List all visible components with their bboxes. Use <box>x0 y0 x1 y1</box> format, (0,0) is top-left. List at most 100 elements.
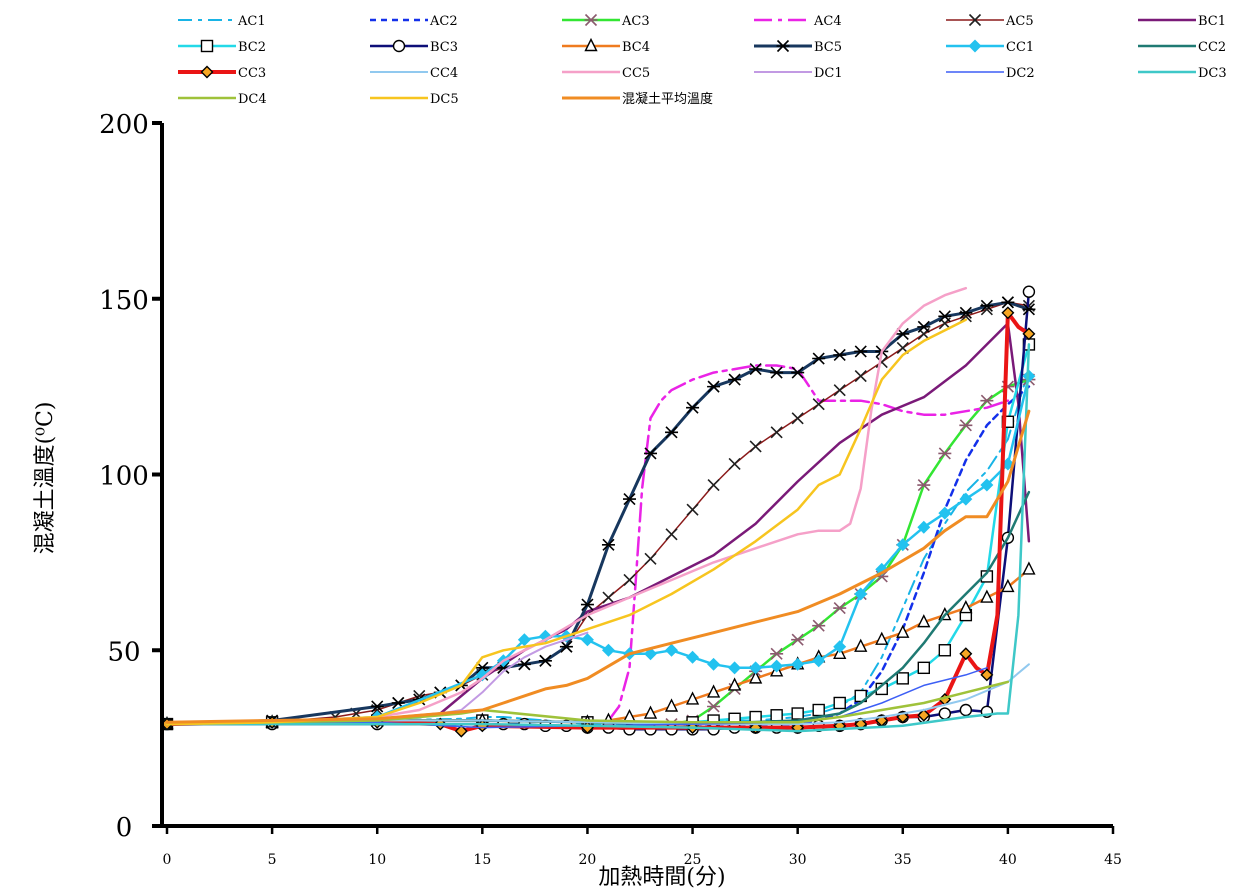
series-18 <box>165 343 1031 733</box>
series-line <box>165 343 1031 733</box>
data-point <box>1022 285 1036 298</box>
legend-item: BC1 <box>1138 14 1226 29</box>
legend-item: DC2 <box>946 66 1035 81</box>
legend-label: CC2 <box>1198 40 1226 55</box>
series-line <box>165 568 1031 726</box>
legend-item: AC2 <box>370 14 458 29</box>
data-point <box>686 503 699 516</box>
data-point <box>959 647 973 661</box>
data-point <box>770 659 784 673</box>
legend-item: DC1 <box>754 66 843 81</box>
data-point <box>727 677 742 691</box>
data-point <box>1022 327 1036 341</box>
legend-marker <box>776 39 790 53</box>
data-point <box>812 703 825 717</box>
data-point <box>644 447 658 460</box>
x-tick-label: 15 <box>473 852 491 868</box>
data-point <box>917 478 931 492</box>
series-line <box>165 318 968 726</box>
data-point <box>580 598 594 611</box>
legend-item: AC1 <box>178 14 266 29</box>
data-point <box>559 640 573 653</box>
data-point <box>770 709 783 722</box>
data-point <box>917 320 931 333</box>
data-point <box>875 631 889 645</box>
data-point <box>517 633 531 647</box>
data-point <box>791 412 804 425</box>
data-point <box>728 373 742 386</box>
legend-marker <box>200 65 214 79</box>
data-point <box>917 661 930 675</box>
data-point <box>980 668 994 682</box>
legend-item: BC4 <box>562 37 650 55</box>
series-line <box>165 322 1031 726</box>
legend-label: BC1 <box>1198 14 1226 29</box>
x-tick-label: 40 <box>999 852 1017 868</box>
data-point <box>748 670 763 684</box>
series-5 <box>160 296 1035 731</box>
data-point <box>664 698 679 712</box>
legend-label: AC2 <box>429 14 458 29</box>
legend-item: CC2 <box>1138 40 1226 55</box>
legend-item: BC3 <box>370 39 458 55</box>
series-line <box>165 300 1031 726</box>
data-point <box>791 657 805 671</box>
y-tick-label: 50 <box>107 637 140 667</box>
data-point <box>1022 561 1036 575</box>
x-tick-label: 35 <box>894 852 912 868</box>
legend-label: CC4 <box>430 66 458 81</box>
legend-item: 混凝土平均溫度 <box>562 91 713 107</box>
series-6 <box>165 322 1031 726</box>
data-point <box>1001 578 1015 593</box>
data-point <box>917 520 931 534</box>
y-tick-label: 200 <box>99 110 149 140</box>
data-point <box>938 447 952 460</box>
data-point <box>833 640 847 654</box>
data-point <box>706 684 721 698</box>
legend-item: CC4 <box>370 66 458 81</box>
data-point <box>749 362 763 376</box>
series-line <box>166 301 1030 725</box>
data-point <box>749 440 762 453</box>
legend-item: BC5 <box>754 39 842 55</box>
data-point <box>454 724 468 738</box>
data-point <box>896 672 909 685</box>
legend-marker <box>968 13 982 27</box>
data-point <box>643 705 658 719</box>
x-tick-label: 25 <box>684 852 702 868</box>
data-point <box>938 707 952 720</box>
x-tick-label: 10 <box>368 852 386 868</box>
data-point <box>833 348 847 362</box>
data-point <box>749 661 763 675</box>
data-point <box>896 624 910 638</box>
data-point <box>854 370 867 383</box>
data-point <box>917 614 931 628</box>
ticks: 0 50 100 150 200 0 5 10 15 20 25 30 35 40 45 <box>99 110 1122 868</box>
data-point <box>601 538 615 551</box>
legend-item: CC3 <box>178 65 266 81</box>
data-point <box>938 310 952 323</box>
data-point <box>959 306 973 319</box>
data-point <box>854 345 868 358</box>
legend-label: BC4 <box>622 40 650 55</box>
legend-label: AC3 <box>621 14 650 29</box>
legend-label: CC5 <box>622 66 650 81</box>
data-point <box>833 696 846 710</box>
x-axis-title: 加熱時間(分) <box>598 865 725 890</box>
data-point <box>959 419 973 432</box>
legend-label: AC5 <box>1005 14 1034 29</box>
legend-label: BC2 <box>238 40 266 55</box>
y-tick-label: 0 <box>116 813 133 843</box>
legend-marker <box>584 13 598 27</box>
data-point <box>601 643 615 657</box>
data-point <box>686 650 700 664</box>
legend-item: BC2 <box>178 39 266 55</box>
legend-item: CC1 <box>946 39 1034 55</box>
data-point <box>854 638 868 652</box>
legend-label: BC5 <box>814 40 842 55</box>
data-point <box>644 647 658 661</box>
legend-marker <box>392 39 406 53</box>
data-point <box>791 366 805 379</box>
x-tick-label: 45 <box>1104 852 1122 868</box>
data-point <box>538 654 552 667</box>
